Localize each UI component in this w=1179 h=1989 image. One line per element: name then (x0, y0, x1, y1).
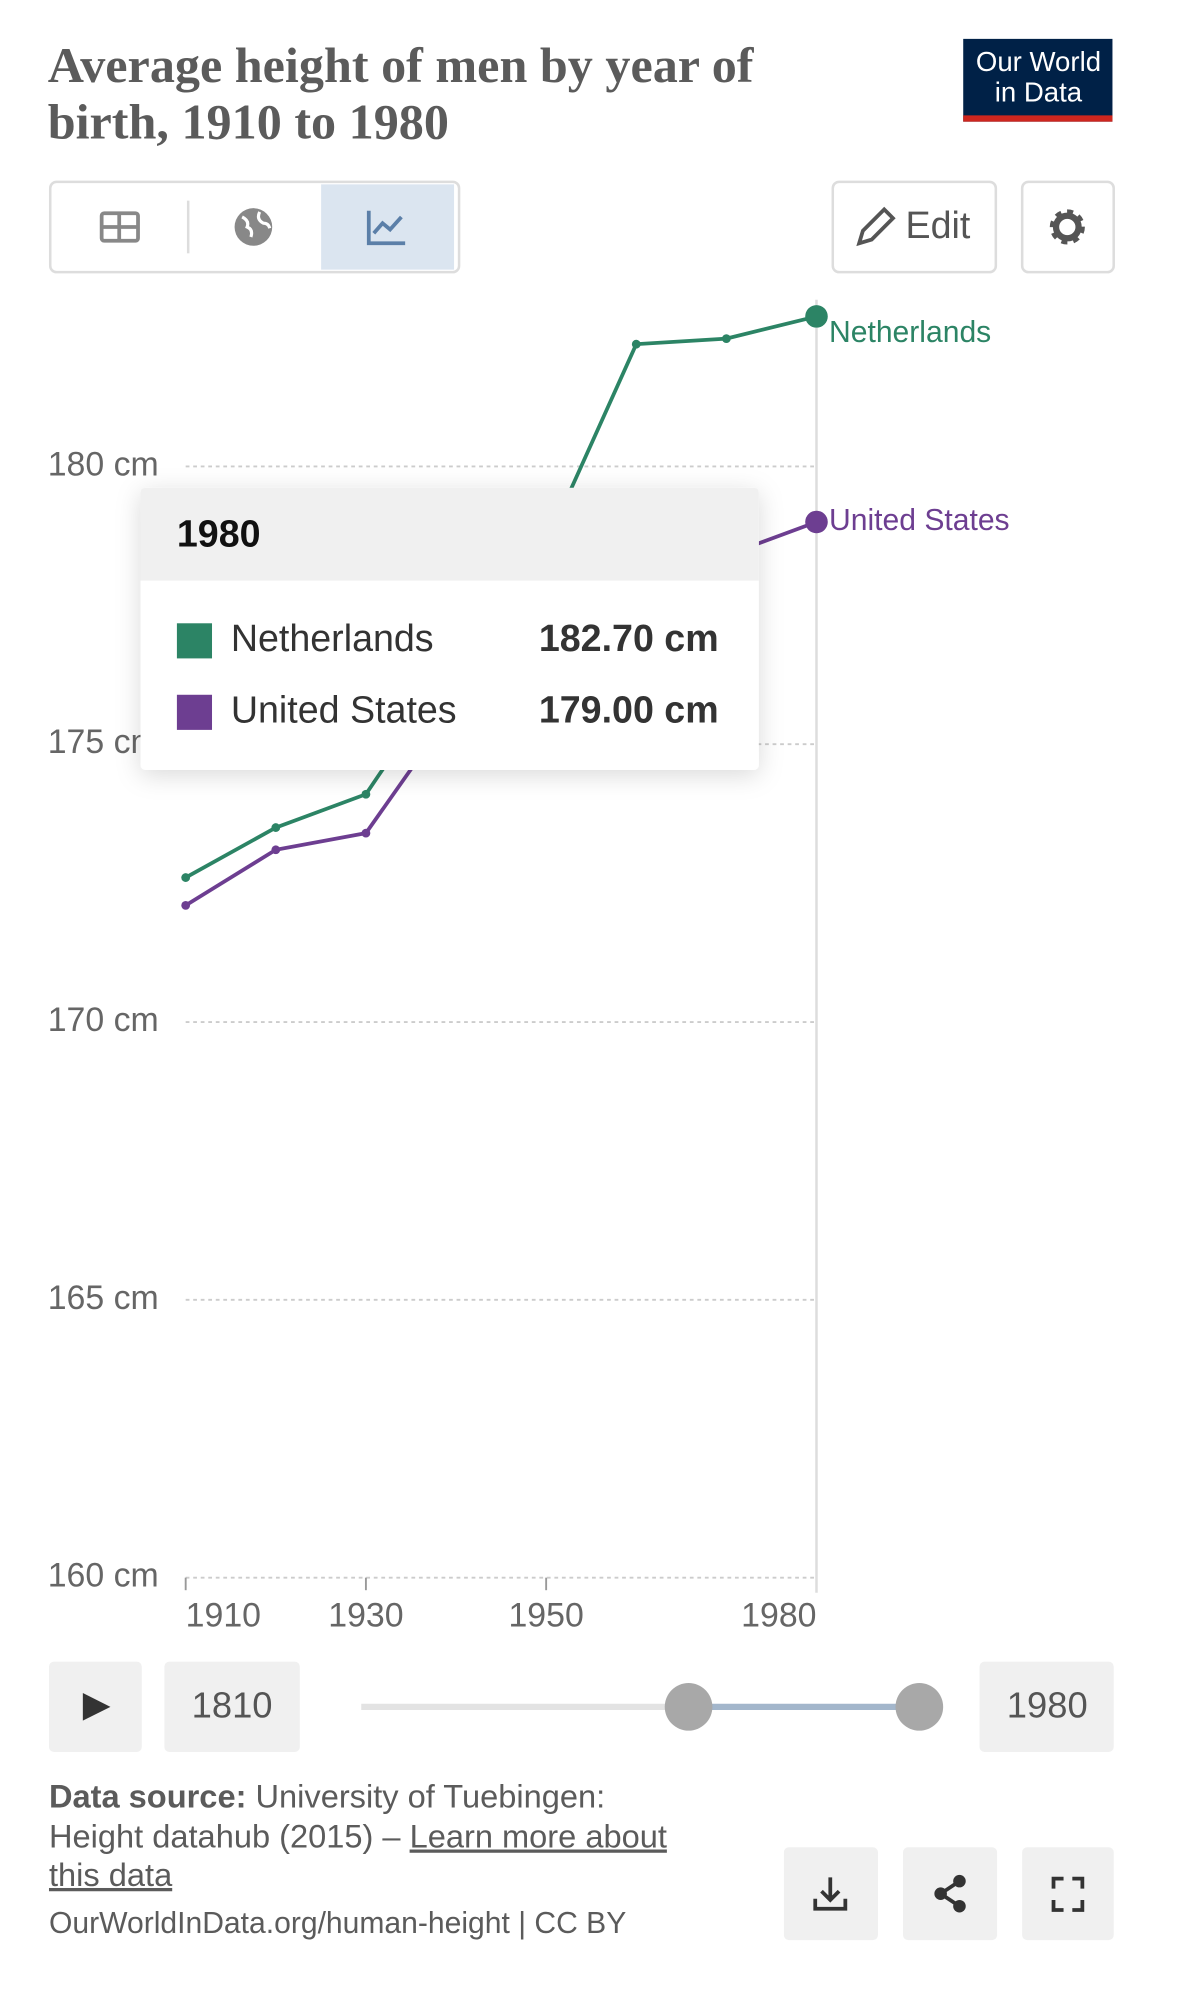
logo-bg (963, 38, 1113, 122)
y-tick-label: 160 cm (48, 1557, 159, 1595)
learn-more-link[interactable]: this data (49, 1856, 173, 1893)
source-text: Height datahub (2015) – (49, 1817, 401, 1854)
point (631, 339, 641, 349)
tooltip-value: 182.70 cm (539, 617, 719, 659)
slider-handle[interactable] (895, 1683, 944, 1731)
tooltip-swatch (176, 623, 213, 659)
series-label: United States (829, 504, 1010, 537)
source-url: OurWorldInData.org/human-height | CC BY (49, 1907, 626, 1940)
share-button[interactable] (903, 1847, 998, 1941)
chart-title: Average height of men by year of birth, 1… (48, 37, 755, 149)
point (271, 823, 281, 832)
timeline-start: 1810 (192, 1685, 273, 1726)
tooltip-header (140, 487, 759, 581)
map-tab[interactable] (234, 208, 273, 246)
x-tick-label: 1930 (328, 1597, 403, 1635)
y-tick-label: 175 cm (48, 723, 159, 761)
logo-bar (963, 115, 1113, 122)
edit-button[interactable]: Edit (831, 180, 998, 274)
tooltip-swatch (176, 694, 213, 730)
view-tabs (48, 180, 461, 274)
point (181, 873, 191, 882)
start-box[interactable] (164, 1661, 300, 1752)
point (181, 900, 191, 910)
y-tick-label: 165 cm (48, 1279, 159, 1317)
y-tick-label: 170 cm (48, 1001, 159, 1039)
point (361, 789, 371, 799)
settings-button[interactable] (1020, 180, 1115, 274)
table-tab[interactable] (99, 211, 140, 243)
x-tick-label: 1950 (508, 1597, 583, 1635)
source-label: Data source: (49, 1777, 246, 1814)
learn-more-link[interactable]: Learn more about (410, 1817, 667, 1854)
fullscreen-button[interactable] (1022, 1847, 1114, 1941)
end-box[interactable] (979, 1661, 1114, 1752)
point (805, 510, 828, 534)
logo-text: Our World (976, 46, 1101, 77)
tooltip: 1980 Netherlands 182.70 cm United States 17… (140, 487, 759, 771)
tooltip-value: 179.00 cm (539, 688, 719, 730)
tooltip-series: United States (231, 688, 457, 730)
source-line: Data source: University of Tuebingen: (49, 1777, 605, 1814)
slider-handle[interactable] (664, 1683, 713, 1731)
download-button[interactable] (783, 1847, 878, 1941)
chart-tab[interactable] (366, 210, 406, 246)
tooltip-series: Netherlands (231, 617, 434, 659)
point (361, 828, 371, 838)
edit-label: Edit (906, 204, 971, 246)
point (271, 845, 281, 855)
y-tick-label: 180 cm (48, 445, 159, 483)
logo-text: in Data (995, 76, 1083, 107)
x-tick-label: 1910 (186, 1597, 261, 1635)
point (721, 334, 731, 344)
point (805, 305, 828, 328)
x-tick-label: 1980 (741, 1597, 816, 1635)
series-label: Netherlands (829, 316, 991, 349)
source-text: University of Tuebingen: (255, 1777, 605, 1814)
logo[interactable]: Our World in Data (963, 38, 1113, 122)
source-line: Height datahub (2015) – Learn more about (49, 1817, 667, 1854)
tooltip-title: 1980 (177, 513, 261, 555)
timeline-end: 1980 (1007, 1685, 1088, 1726)
play-button[interactable] (48, 1661, 142, 1752)
footer: Data source: University of Tuebingen: He… (49, 1777, 1114, 1941)
timeline: 1810 1980 (48, 1661, 1114, 1752)
